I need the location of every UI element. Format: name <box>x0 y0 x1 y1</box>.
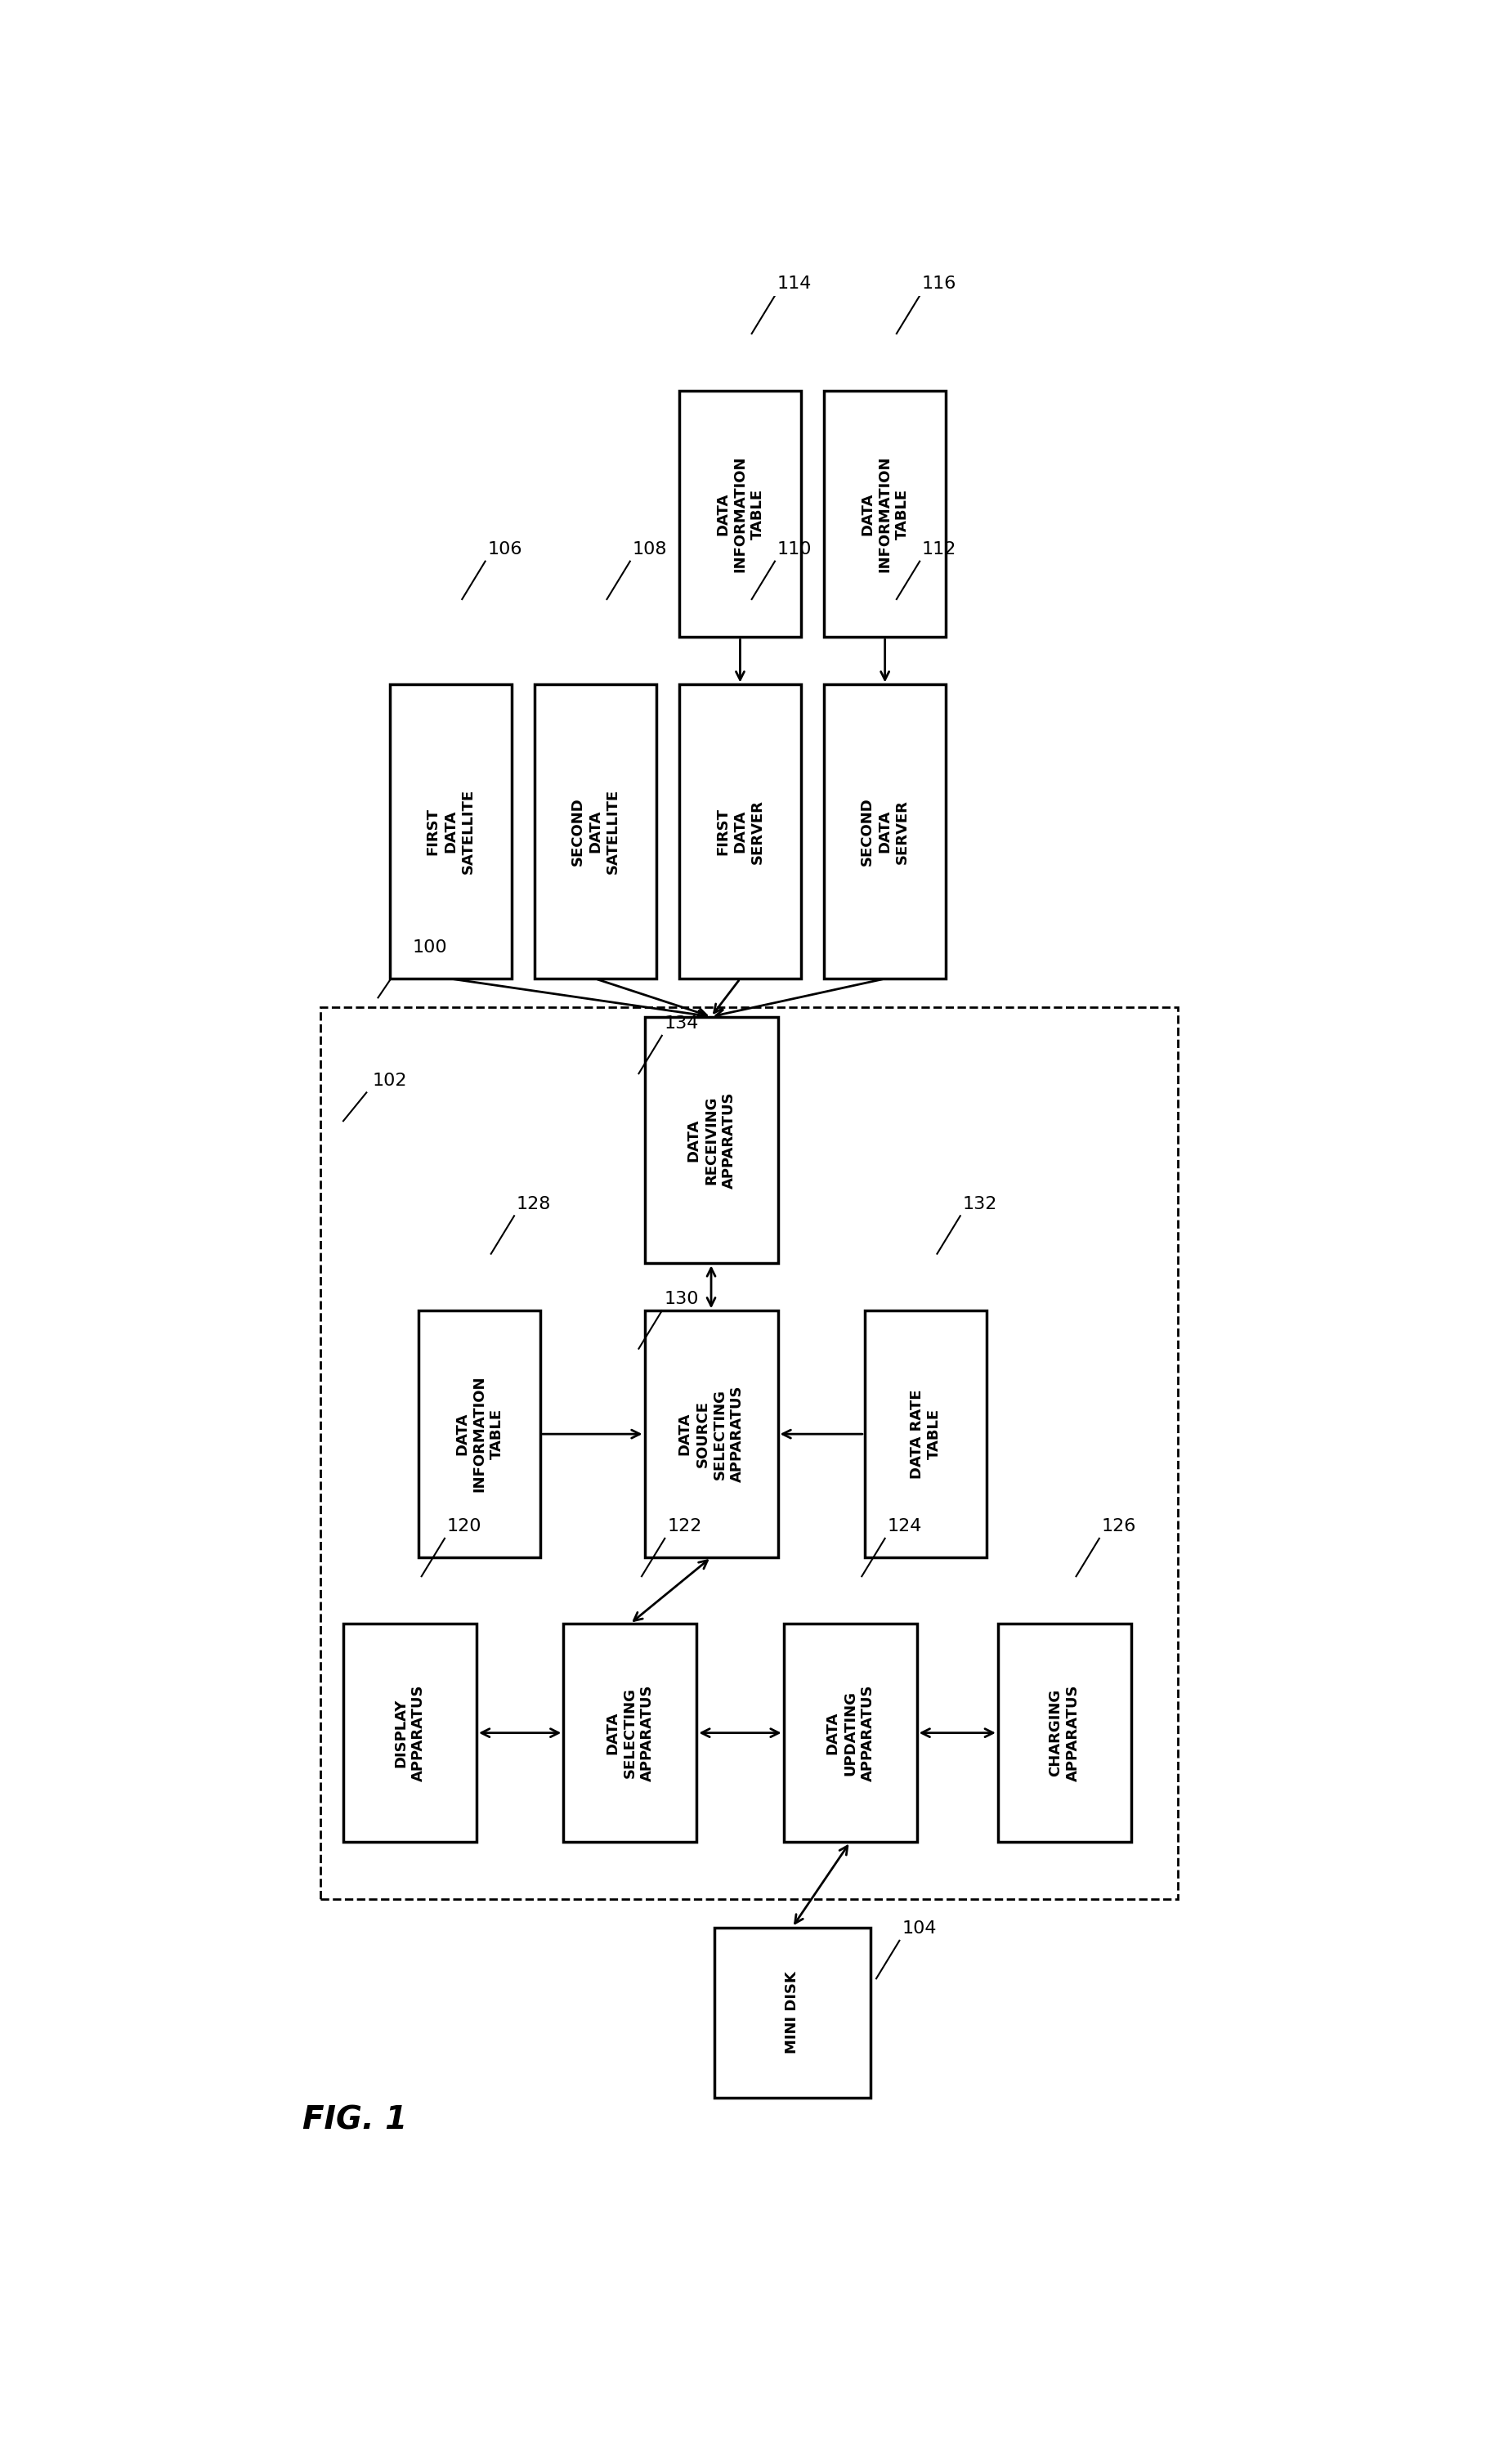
Text: 132: 132 <box>963 1195 997 1212</box>
Bar <box>783 1624 916 1843</box>
Bar <box>644 1018 777 1264</box>
Text: 102: 102 <box>372 1072 407 1089</box>
Text: DATA
INFORMATION
TABLE: DATA INFORMATION TABLE <box>860 456 910 572</box>
Text: SECOND
DATA
SATELLITE: SECOND DATA SATELLITE <box>571 788 620 875</box>
Bar <box>999 1624 1132 1843</box>
Bar <box>824 685 946 978</box>
Bar <box>679 389 801 638</box>
Text: 116: 116 <box>922 276 957 291</box>
Text: 120: 120 <box>447 1518 481 1535</box>
Bar <box>564 1624 697 1843</box>
Bar <box>390 685 511 978</box>
Bar <box>824 389 946 638</box>
Text: DATA
SELECTING
APPARATUS: DATA SELECTING APPARATUS <box>605 1685 655 1781</box>
Bar <box>644 1311 777 1557</box>
Text: MINI DISK: MINI DISK <box>785 1971 800 2055</box>
Bar <box>535 685 656 978</box>
Bar <box>344 1624 477 1843</box>
Text: SECOND
DATA
SERVER: SECOND DATA SERVER <box>860 798 910 865</box>
Text: 126: 126 <box>1102 1518 1136 1535</box>
Bar <box>320 1008 1178 1900</box>
Text: 100: 100 <box>413 939 447 956</box>
Text: FIRST
DATA
SATELLITE: FIRST DATA SATELLITE <box>426 788 475 875</box>
Text: 128: 128 <box>516 1195 552 1212</box>
Bar <box>679 685 801 978</box>
Text: 106: 106 <box>487 542 522 557</box>
Text: DATA
UPDATING
APPARATUS: DATA UPDATING APPARATUS <box>825 1685 875 1781</box>
Bar <box>419 1311 540 1557</box>
Bar <box>715 1927 870 2099</box>
Text: DATA
INFORMATION
TABLE: DATA INFORMATION TABLE <box>454 1375 504 1493</box>
Text: DATA RATE
TABLE: DATA RATE TABLE <box>909 1390 942 1478</box>
Text: 110: 110 <box>777 542 812 557</box>
Text: 108: 108 <box>632 542 667 557</box>
Text: 134: 134 <box>664 1015 698 1032</box>
Text: 104: 104 <box>901 1919 936 1937</box>
Text: 112: 112 <box>922 542 957 557</box>
Text: DATA
RECEIVING
APPARATUS: DATA RECEIVING APPARATUS <box>686 1092 736 1188</box>
Text: CHARGING
APPARATUS: CHARGING APPARATUS <box>1048 1685 1081 1781</box>
Text: DATA
SOURCE
SELECTING
APPARATUS: DATA SOURCE SELECTING APPARATUS <box>677 1385 745 1483</box>
Text: 122: 122 <box>667 1518 701 1535</box>
Bar <box>864 1311 987 1557</box>
Text: FIRST
DATA
SERVER: FIRST DATA SERVER <box>715 798 765 865</box>
Text: 114: 114 <box>777 276 812 291</box>
Text: 130: 130 <box>664 1291 700 1306</box>
Text: DATA
INFORMATION
TABLE: DATA INFORMATION TABLE <box>715 456 765 572</box>
Text: FIG. 1: FIG. 1 <box>302 2104 408 2136</box>
Text: 124: 124 <box>887 1518 922 1535</box>
Text: DISPLAY
APPARATUS: DISPLAY APPARATUS <box>393 1685 426 1781</box>
